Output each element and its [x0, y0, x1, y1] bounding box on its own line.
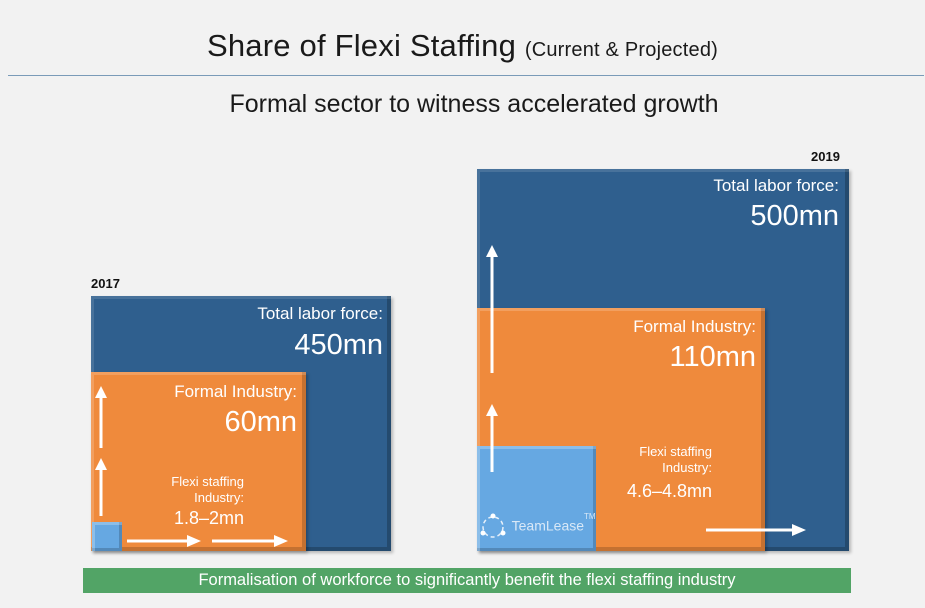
footer-banner: Formalisation of workforce to significan… [83, 568, 851, 593]
up-arrow-icon [95, 458, 107, 516]
right-arrow-icon [706, 524, 806, 536]
flexi-value-2017: 1.8–2mn [173, 508, 244, 528]
title-suffix: (Current & Projected) [524, 39, 718, 61]
title-divider [8, 75, 924, 76]
right-arrow-icon [212, 535, 288, 547]
year-label-2019: 2019 [811, 149, 840, 164]
subtitle: Formal sector to witness accelerated gro… [229, 90, 719, 118]
total-labor-value-2017: 450mn [294, 329, 383, 361]
flexi-label-line2-2019: Industry: [662, 460, 712, 475]
flexi-staffing-square-2019 [477, 446, 596, 551]
total-labor-label-2019: Total labor force: [713, 176, 839, 195]
formal-industry-value-2017: 60mn [224, 406, 297, 438]
total-labor-value-2019: 500mn [750, 200, 839, 232]
formal-industry-label-2019: Formal Industry: [633, 317, 756, 336]
logo-text: TeamLease [511, 517, 585, 534]
formal-industry-square-2017: Formal Industry: 60mn Flexi staffing Ind… [91, 372, 306, 551]
flexi-label-line1-2019: Flexi staffing [639, 444, 712, 459]
up-arrow-icon [486, 245, 498, 373]
formal-industry-label-2017: Formal Industry: [174, 382, 297, 401]
flexi-label-line2-2017: Industry: [194, 490, 244, 505]
up-arrow-icon [95, 386, 107, 448]
flexi-staffing-square-2017 [92, 522, 122, 551]
flexi-label-line1-2017: Flexi staffing [171, 474, 244, 489]
flexi-value-2019: 4.6–4.8mn [626, 481, 712, 501]
up-arrow-icon [486, 404, 498, 472]
formal-industry-value-2019: 110mn [669, 341, 756, 373]
page-title: Share of Flexi Staffing (Current & Proje… [0, 28, 925, 64]
title-main: Share of Flexi Staffing [206, 28, 517, 63]
total-labor-label-2017: Total labor force: [257, 304, 383, 323]
right-arrow-icon [127, 535, 201, 547]
year-label-2017: 2017 [91, 276, 120, 291]
teamlease-logo: TeamLeaseTM [478, 512, 596, 542]
logo-trademark: TM [584, 512, 596, 521]
teamlease-logo-icon [480, 513, 506, 538]
